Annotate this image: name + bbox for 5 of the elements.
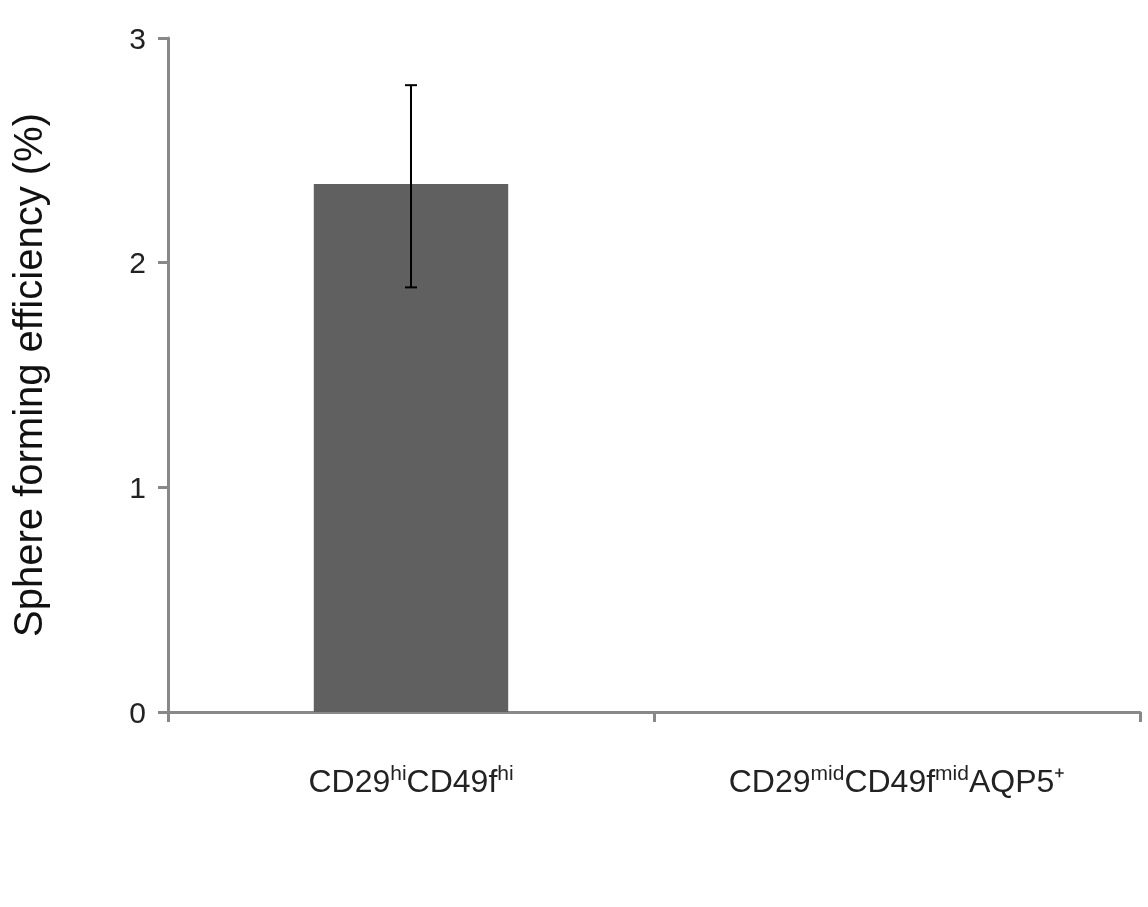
y-axis-title: Sphere forming efficiency (%) — [6, 113, 50, 637]
y-tick-label: 3 — [129, 21, 146, 55]
y-tick-label: 0 — [129, 695, 146, 729]
y-tick-label: 1 — [129, 470, 146, 504]
y-tick-label: 2 — [129, 246, 146, 280]
